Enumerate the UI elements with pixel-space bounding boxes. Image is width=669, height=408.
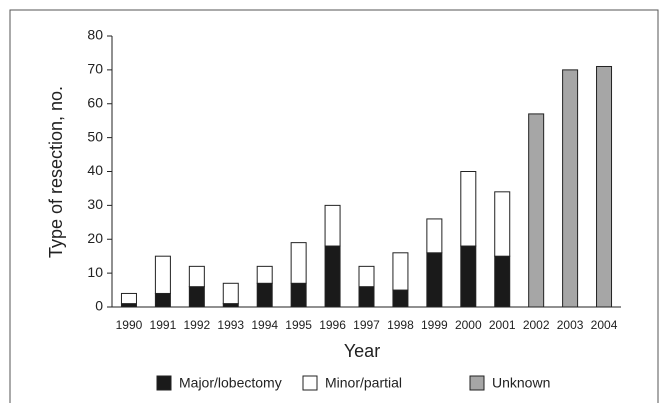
y-tick-label: 40 <box>87 162 103 178</box>
legend-label: Minor/partial <box>325 375 402 391</box>
bar-segment <box>426 252 443 308</box>
bar-segment <box>120 303 137 308</box>
x-tick-label: 2000 <box>455 318 482 332</box>
bar-segment <box>154 255 171 294</box>
bar-segment <box>392 289 409 308</box>
bar-segment <box>562 69 579 308</box>
x-tick-label: 2001 <box>489 318 516 332</box>
y-tick-label: 10 <box>87 264 103 280</box>
x-tick-label: 1990 <box>116 318 143 332</box>
y-tick-label: 20 <box>87 230 103 246</box>
legend-swatch <box>302 375 318 391</box>
bar-segment <box>460 245 477 308</box>
y-tick-label: 60 <box>87 94 103 110</box>
legend-label: Unknown <box>492 375 550 391</box>
x-tick-label: 1994 <box>251 318 278 332</box>
frame <box>9 9 659 408</box>
bar-segment <box>494 191 511 257</box>
bar-segment <box>120 292 137 305</box>
bar-segment <box>290 282 307 308</box>
y-tick-label: 70 <box>87 61 103 77</box>
x-tick-label: 1998 <box>387 318 414 332</box>
bar-segment <box>290 242 307 284</box>
bar-segment <box>222 303 239 308</box>
y-tick-label: 50 <box>87 128 103 144</box>
bar-segment <box>358 265 375 288</box>
bar-segment <box>494 255 511 308</box>
legend-label: Major/lobectomy <box>179 375 282 391</box>
x-tick-label: 1992 <box>183 318 210 332</box>
bar-segment <box>358 286 375 308</box>
bar-segment <box>596 65 613 308</box>
legend-swatch <box>469 375 485 391</box>
bar-segment <box>460 171 477 247</box>
bar-segment <box>222 282 239 305</box>
legend-swatch <box>156 375 172 391</box>
bar-segment <box>426 218 443 254</box>
bar-segment <box>154 292 171 308</box>
bar-segment <box>392 252 409 291</box>
y-tick-label: 0 <box>95 298 103 314</box>
bar-segment <box>256 282 273 308</box>
bar-segment <box>256 265 273 284</box>
x-tick-label: 1995 <box>285 318 312 332</box>
x-tick-label: 2002 <box>523 318 550 332</box>
y-tick-label: 80 <box>87 27 103 43</box>
bar-segment <box>188 265 205 288</box>
x-tick-label: 1996 <box>319 318 346 332</box>
x-tick-label: 2004 <box>591 318 618 332</box>
y-axis-label: Type of resection, no. <box>46 86 66 258</box>
x-tick-label: 1993 <box>217 318 244 332</box>
bar-segment <box>324 245 341 308</box>
y-tick-label: 30 <box>87 196 103 212</box>
x-tick-label: 2003 <box>557 318 584 332</box>
x-tick-label: 1997 <box>353 318 380 332</box>
x-tick-label: 1991 <box>150 318 177 332</box>
x-axis-label: Year <box>344 341 380 361</box>
bar-segment <box>324 204 341 247</box>
bar-segment <box>188 286 205 308</box>
x-tick-label: 1999 <box>421 318 448 332</box>
bar-segment <box>528 113 545 308</box>
